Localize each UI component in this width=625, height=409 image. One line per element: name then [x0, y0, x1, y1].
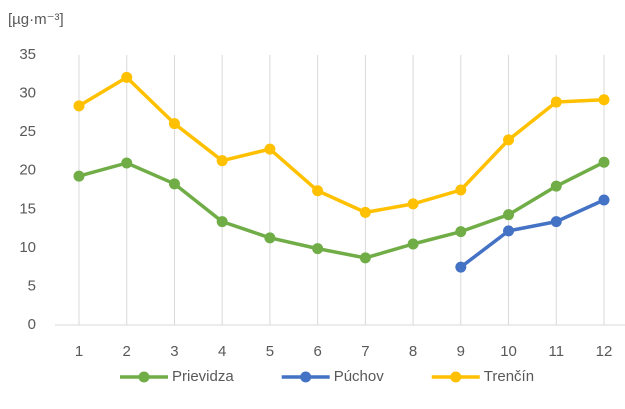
- x-tick-label: 1: [75, 343, 83, 360]
- series-line: [78, 75, 605, 215]
- legend-label: Trenčín: [484, 368, 534, 385]
- y-tick-label: 0: [28, 316, 36, 333]
- x-tick-label: 12: [596, 343, 613, 360]
- series-line: [78, 160, 605, 260]
- x-tick-label: 5: [266, 343, 274, 360]
- x-tick-label: 8: [409, 343, 417, 360]
- data-point: [121, 71, 133, 83]
- data-point: [168, 118, 180, 130]
- data-point: [359, 206, 371, 218]
- data-point: [312, 243, 324, 255]
- legend-marker: [450, 371, 462, 383]
- x-tick-label: 10: [500, 343, 517, 360]
- data-point: [550, 180, 562, 192]
- x-tick-label: 9: [457, 343, 465, 360]
- data-point: [550, 96, 562, 108]
- y-tick-label: 15: [19, 200, 36, 217]
- y-tick-label: 30: [19, 85, 36, 102]
- x-tick-label: 11: [548, 343, 564, 360]
- data-point: [407, 238, 419, 250]
- y-tick-label: 25: [19, 123, 36, 140]
- data-point: [455, 261, 467, 273]
- data-point: [168, 178, 180, 190]
- y-tick-label: 10: [19, 239, 36, 256]
- data-point: [73, 100, 85, 112]
- data-point: [503, 209, 515, 221]
- series-line: [459, 198, 605, 269]
- data-point: [216, 155, 228, 167]
- legend-marker: [138, 371, 150, 383]
- data-point: [264, 232, 276, 244]
- data-point: [264, 143, 276, 155]
- data-point: [216, 216, 228, 228]
- data-point: [312, 185, 324, 197]
- data-point: [73, 170, 85, 182]
- x-tick-label: 2: [123, 343, 131, 360]
- x-tick-label: 7: [361, 343, 369, 360]
- data-point: [550, 216, 562, 228]
- data-point: [121, 157, 133, 169]
- data-point: [598, 156, 610, 168]
- x-tick-label: 4: [218, 343, 226, 360]
- y-tick-label: 5: [28, 277, 36, 294]
- legend-label: Prievidza: [172, 368, 234, 385]
- data-point: [598, 94, 610, 106]
- y-tick-label: 20: [19, 162, 36, 179]
- legend-label: Púchov: [334, 368, 385, 385]
- data-point: [503, 134, 515, 146]
- y-axis-label: [µg·m⁻³]: [8, 11, 64, 28]
- data-point: [598, 194, 610, 206]
- legend-marker: [300, 371, 312, 383]
- x-tick-label: 6: [313, 343, 321, 360]
- y-tick-label: 35: [19, 46, 36, 63]
- x-tick-label: 3: [170, 343, 178, 360]
- data-point: [503, 225, 515, 237]
- data-point: [359, 252, 371, 264]
- data-point: [455, 226, 467, 238]
- data-point: [455, 184, 467, 196]
- data-point: [407, 198, 419, 210]
